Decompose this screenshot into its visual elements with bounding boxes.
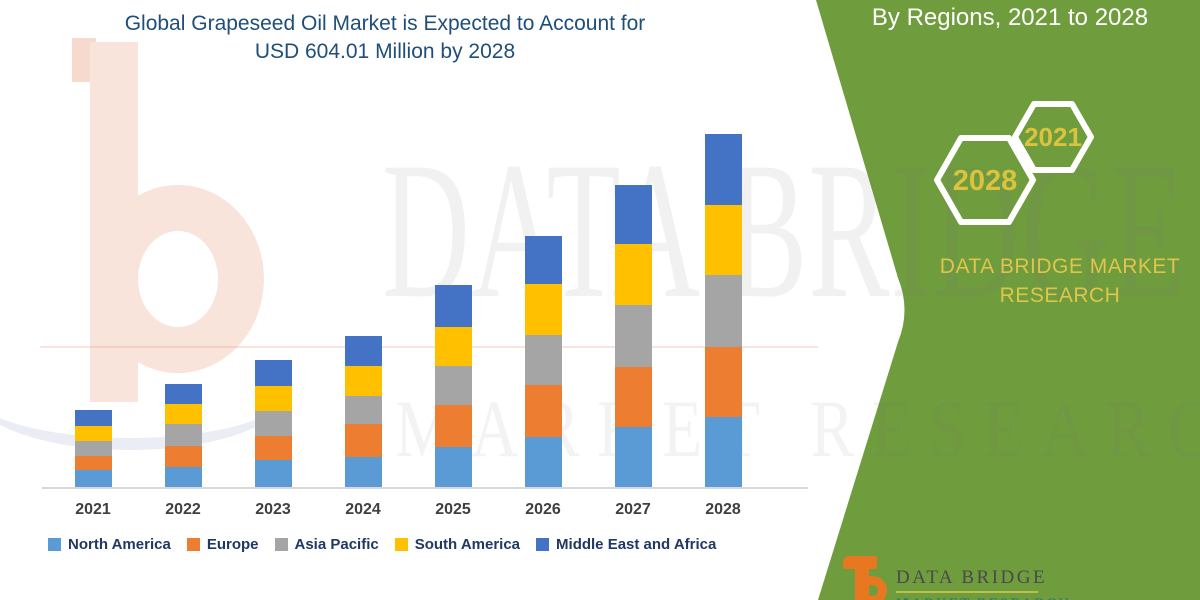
bar-segment-middle-east-and-africa-2027 [615, 184, 652, 244]
x-axis-label-2022: 2022 [165, 501, 201, 518]
stacked-bar-2028 [705, 134, 742, 487]
footer-brand-subline: MARKET RESEARCH [896, 596, 1071, 600]
bar-segment-north-america-2024 [345, 457, 382, 487]
footer-brand-name: DATA BRIDGE [896, 567, 1048, 588]
bar-segment-europe-2025 [435, 405, 472, 448]
legend-item-north-america: North America [48, 536, 171, 553]
x-axis-label-2028: 2028 [705, 501, 741, 518]
bar-segment-north-america-2021 [75, 470, 112, 487]
stacked-bar-2022 [165, 384, 202, 487]
stacked-bar-2021 [75, 410, 112, 487]
bar-segment-asia-pacific-2021 [75, 440, 112, 457]
background-pink-rule [40, 346, 818, 348]
legend-swatch-asia-pacific [274, 538, 288, 551]
legend-item-europe: Europe [186, 536, 259, 553]
x-axis-label-2025: 2025 [435, 501, 471, 518]
panel-brand-text: DATA BRIDGE MARKET RESEARCH [920, 252, 1200, 310]
bar-segment-south-america-2023 [255, 385, 292, 412]
bar-segment-north-america-2028 [705, 416, 742, 487]
watermark-text-line1: DATA BRIDGE [382, 122, 1186, 339]
footer-brand-underline [896, 591, 1038, 593]
bar-chart: 2021 2022 2023 2024 2025 2026 2027 2028 [42, 134, 808, 518]
x-axis-label-2021: 2021 [75, 501, 111, 518]
chart-title-line2: USD 604.01 Million by 2028 [254, 40, 516, 63]
legend-label-middle-east-and-africa: Middle East and Africa [556, 536, 717, 553]
legend-label-asia-pacific: Asia Pacific [294, 536, 379, 553]
bar-segment-south-america-2026 [525, 284, 562, 336]
bar-segment-asia-pacific-2026 [525, 335, 562, 385]
bar-segment-europe-2021 [75, 456, 112, 471]
year-hexagons: 2021 2028 [934, 101, 1094, 225]
bar-segment-middle-east-and-africa-2023 [255, 360, 292, 386]
bar-segment-south-america-2028 [705, 204, 742, 275]
bar-segment-asia-pacific-2022 [165, 423, 202, 447]
legend-swatch-south-america [394, 538, 408, 551]
stacked-bar-2023 [255, 360, 292, 487]
panel-heading: By Regions, 2021 to 2028 [871, 4, 1149, 31]
bar-segment-middle-east-and-africa-2022 [165, 384, 202, 405]
bar-segment-europe-2022 [165, 446, 202, 468]
bar-segment-europe-2026 [525, 384, 562, 437]
stacked-bar-2025 [435, 284, 472, 487]
bar-segment-middle-east-and-africa-2021 [75, 410, 112, 426]
hexagon-2028 [934, 135, 1036, 225]
footer-logo: DATA BRIDGE MARKET RESEARCH [830, 550, 1200, 600]
bar-segment-middle-east-and-africa-2026 [525, 236, 562, 285]
bar-segment-asia-pacific-2024 [345, 395, 382, 424]
bar-segment-north-america-2025 [435, 447, 472, 487]
panel-brand-line1: DATA BRIDGE MARKET [939, 255, 1181, 278]
footer-logo-b-bowl [858, 576, 887, 600]
x-axis-label-2023: 2023 [255, 501, 291, 518]
bar-segment-south-america-2024 [345, 366, 382, 396]
chart-title-line1: Global Grapeseed Oil Market is Expected … [124, 12, 646, 35]
bar-segment-europe-2028 [705, 346, 742, 417]
bar-segment-north-america-2023 [255, 460, 292, 487]
stacked-bar-2024 [345, 336, 382, 487]
bar-segment-asia-pacific-2025 [435, 366, 472, 406]
legend-item-asia-pacific: Asia Pacific [274, 536, 379, 553]
bar-segment-asia-pacific-2023 [255, 411, 292, 437]
bar-segment-south-america-2025 [435, 326, 472, 367]
bar-segment-south-america-2027 [615, 243, 652, 305]
bar-segment-europe-2027 [615, 366, 652, 427]
bar-segment-europe-2024 [345, 423, 382, 458]
panel-brand-line2: RESEARCH [999, 284, 1121, 307]
legend-label-south-america: South America [414, 536, 521, 553]
bar-segment-europe-2023 [255, 436, 292, 461]
chart-legend: North America Europe Asia Pacific South Ame… [48, 536, 716, 553]
bar-segment-north-america-2027 [615, 426, 652, 487]
legend-item-south-america: South America [394, 536, 521, 553]
x-axis-label-2024: 2024 [345, 501, 381, 518]
legend-swatch-north-america [48, 538, 61, 551]
hexagon-2021 [1012, 101, 1094, 173]
chart-title: Global Grapeseed Oil Market is Expected … [35, 10, 735, 66]
bar-segment-middle-east-and-africa-2025 [435, 284, 472, 327]
bar-segment-south-america-2022 [165, 404, 202, 424]
green-side-panel [816, 0, 1200, 600]
hexagon-2021-label: 2021 [1024, 122, 1082, 152]
bar-segment-north-america-2026 [525, 436, 562, 487]
legend-swatch-middle-east-and-africa [536, 538, 550, 551]
stacked-bar-2026 [525, 236, 562, 487]
green-panel-shape [816, 0, 1200, 600]
bar-segment-south-america-2021 [75, 425, 112, 441]
x-axis-label-2027: 2027 [615, 501, 651, 518]
legend-swatch-europe [186, 538, 200, 551]
legend-label-europe: Europe [206, 536, 259, 553]
bar-segment-north-america-2022 [165, 467, 202, 487]
stacked-bar-2027 [615, 184, 652, 487]
legend-item-middle-east-and-africa: Middle East and Africa [536, 536, 716, 553]
hexagon-2028-label: 2028 [953, 165, 1018, 197]
legend-label-north-america: North America [68, 536, 171, 553]
x-axis-label-2026: 2026 [525, 501, 561, 518]
x-axis-line [42, 487, 808, 489]
bar-segment-asia-pacific-2028 [705, 274, 742, 347]
bar-segment-middle-east-and-africa-2024 [345, 336, 382, 367]
bar-segment-asia-pacific-2027 [615, 304, 652, 367]
bar-segment-middle-east-and-africa-2028 [705, 134, 742, 205]
